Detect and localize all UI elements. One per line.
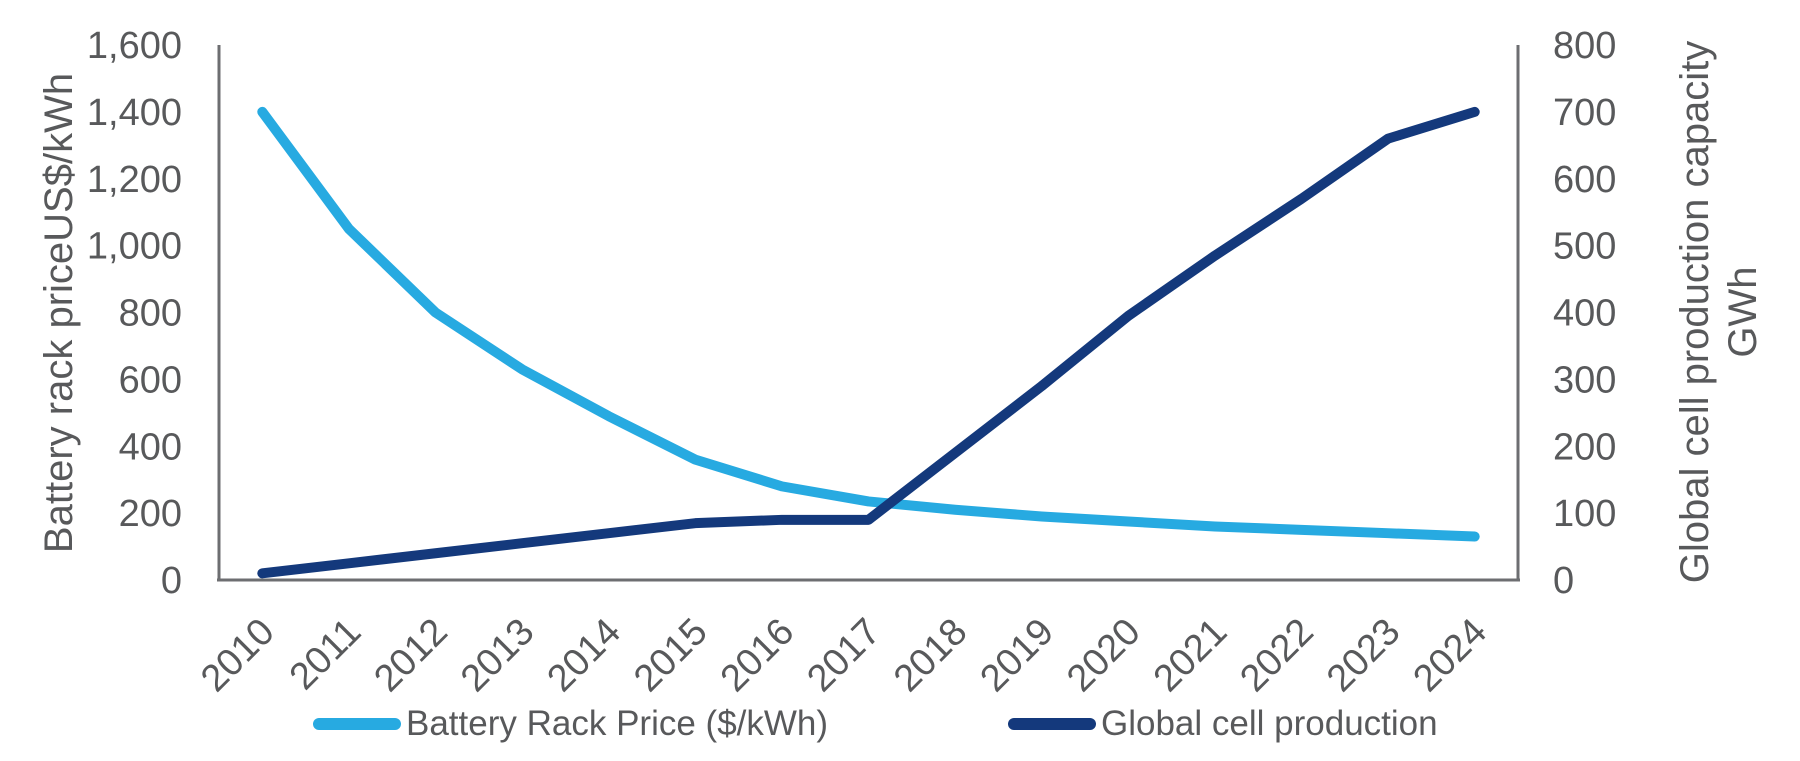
right-axis-tick-labels: 800 700 600 500 400 300 200 100 0 xyxy=(1553,25,1616,602)
right-axis-tick-label: 400 xyxy=(1553,293,1616,335)
left-axis-tick-label: 1,000 xyxy=(87,226,182,268)
left-axis-tick-label: 1,200 xyxy=(87,159,182,201)
left-axis-tick-labels: 1,600 1,400 1,200 1,000 800 600 400 200 0 xyxy=(87,25,182,602)
right-axis-tick-label: 700 xyxy=(1553,92,1616,134)
left-axis-tick-label: 200 xyxy=(119,493,182,535)
series-lines xyxy=(257,106,1480,579)
x-axis-label-2023: 2023 xyxy=(1319,611,1408,700)
x-axis-label-2012: 2012 xyxy=(366,611,455,700)
legend-item-global-cell-production: Global cell production xyxy=(1008,704,1438,744)
x-axis-label-2024: 2024 xyxy=(1406,611,1495,700)
x-axis-label-2014: 2014 xyxy=(540,611,629,700)
left-axis-title: Battery rack priceUS$/kWh xyxy=(37,73,81,553)
right-axis-tick-label: 800 xyxy=(1553,25,1616,67)
left-axis-tick-label: 1,600 xyxy=(87,25,182,67)
x-axis-label-2015: 2015 xyxy=(626,611,715,700)
right-axis-title-unit: GWh xyxy=(1721,266,1765,357)
x-axis-label-2013: 2013 xyxy=(453,611,542,700)
legend-label-global-cell-production: Global cell production xyxy=(1101,704,1438,743)
left-axis-tick-label: 1,400 xyxy=(87,92,182,134)
right-axis-tick-label: 100 xyxy=(1553,493,1616,535)
right-axis-tick-label: 300 xyxy=(1553,359,1616,401)
global-cell-production-swatch-icon xyxy=(1008,718,1096,730)
x-axis-label-2017: 2017 xyxy=(799,611,888,700)
right-axis-tick-label: 500 xyxy=(1553,226,1616,268)
left-axis-tick-label: 600 xyxy=(119,359,182,401)
x-axis-label-2020: 2020 xyxy=(1059,611,1148,700)
left-axis-tick-label: 0 xyxy=(161,560,182,602)
legend-item-battery-rack-price: Battery Rack Price ($/kWh) xyxy=(313,704,828,744)
x-axis-label-2018: 2018 xyxy=(886,611,975,700)
x-axis-label-2016: 2016 xyxy=(713,611,802,700)
left-axis-tick-label: 400 xyxy=(119,426,182,468)
right-axis-title: Global cell production capacity xyxy=(1673,41,1717,584)
series-line-global-cell-production xyxy=(257,106,1480,579)
right-axis-tick-label: 600 xyxy=(1553,159,1616,201)
x-axis-label-2021: 2021 xyxy=(1146,611,1235,700)
right-axis-tick-label: 200 xyxy=(1553,426,1616,468)
legend-label-battery-rack-price: Battery Rack Price ($/kWh) xyxy=(406,704,829,743)
series-line-battery-rack-price xyxy=(257,106,1480,542)
right-axis-tick-label: 0 xyxy=(1553,560,1574,602)
battery-rack-price-swatch-icon xyxy=(313,718,401,730)
x-axis-label-2022: 2022 xyxy=(1232,611,1321,700)
axes xyxy=(217,45,1520,582)
x-axis-label-2010: 2010 xyxy=(193,611,282,700)
x-axis-label-2019: 2019 xyxy=(973,611,1062,700)
x-axis-category-labels: 2010 201120122013201420152016201720182019… xyxy=(193,611,1495,700)
left-axis-tick-label: 800 xyxy=(119,293,182,335)
x-axis-label-2011: 2011 xyxy=(282,611,369,698)
